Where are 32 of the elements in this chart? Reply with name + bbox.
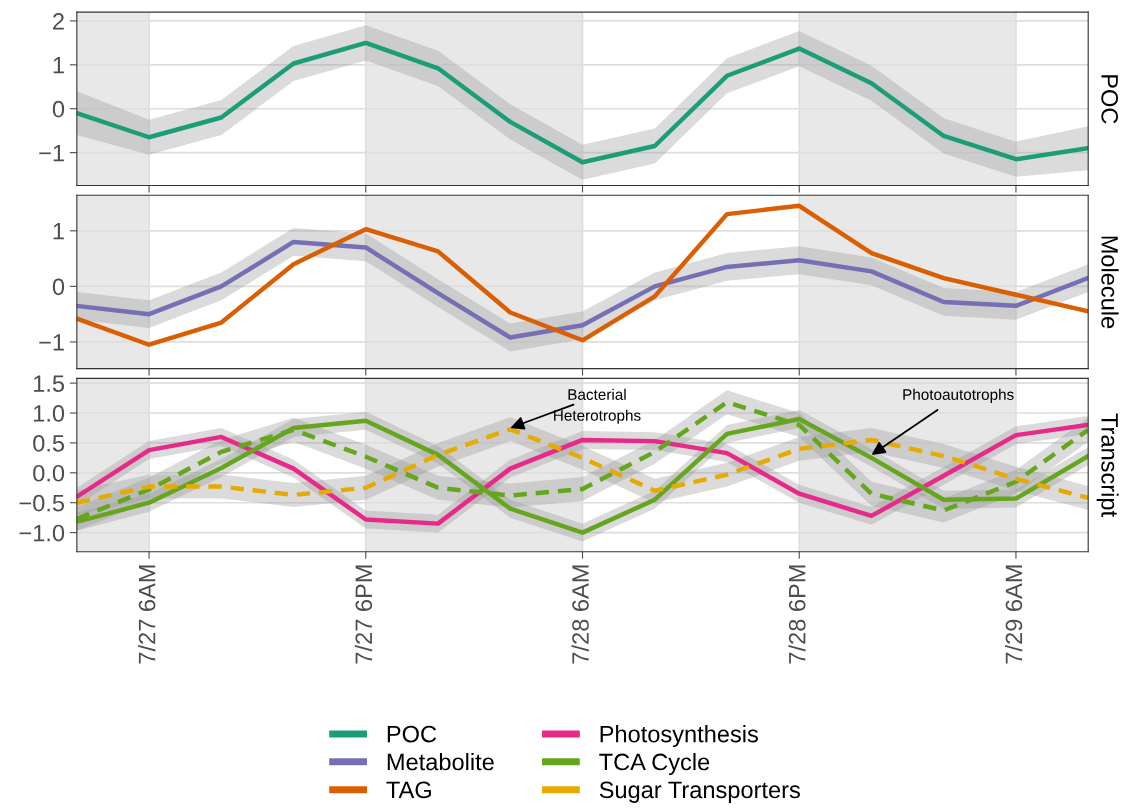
- y-axis-title: Transcript: [1096, 413, 1119, 517]
- legend-label: Photosynthesis: [600, 725, 758, 748]
- y-tick-label: −1: [39, 144, 64, 162]
- annotation: Photoautotrophs: [903, 388, 1014, 403]
- legend-label: TAG: [386, 781, 431, 799]
- legend-label: TCA Cycle: [599, 752, 710, 775]
- y-tick-label: 1: [53, 57, 64, 74]
- y-tick-label: 2: [53, 12, 64, 30]
- y-tick-label: 1.5: [34, 375, 65, 392]
- line-series: [76, 40, 1089, 165]
- y-tick-label: −0.5: [19, 494, 65, 512]
- y-tick-label: 0: [52, 278, 65, 296]
- legend-label: POC: [387, 725, 437, 743]
- x-tick-label: 7/27 6PM: [354, 565, 373, 664]
- y-tick-label: 0.0: [33, 464, 65, 482]
- y-tick-label: 1.0: [34, 405, 65, 422]
- y-tick-label: 1: [53, 223, 64, 240]
- y-axis-title: POC: [1101, 75, 1119, 124]
- x-tick-label: 7/28 6PM: [788, 565, 806, 664]
- y-tick-label: 0: [52, 100, 65, 118]
- line-series: [76, 203, 1089, 347]
- legend-label: Sugar Transporters: [599, 781, 800, 803]
- y-tick-label: −1.0: [19, 524, 65, 542]
- y-tick-label: 0.5: [33, 434, 65, 452]
- line-series: [76, 239, 1089, 340]
- y-tick-label: −1: [39, 334, 64, 351]
- x-tick-label: 7/27 6AM: [138, 565, 156, 664]
- x-tick-label: 7/28 6AM: [571, 565, 589, 664]
- legend-label: Metabolite: [387, 752, 494, 771]
- x-tick-label: 7/29 6AM: [1004, 565, 1023, 664]
- annotation: Bacterial Heterotrophs: [554, 388, 641, 424]
- y-axis-title: Molecule: [1101, 236, 1119, 329]
